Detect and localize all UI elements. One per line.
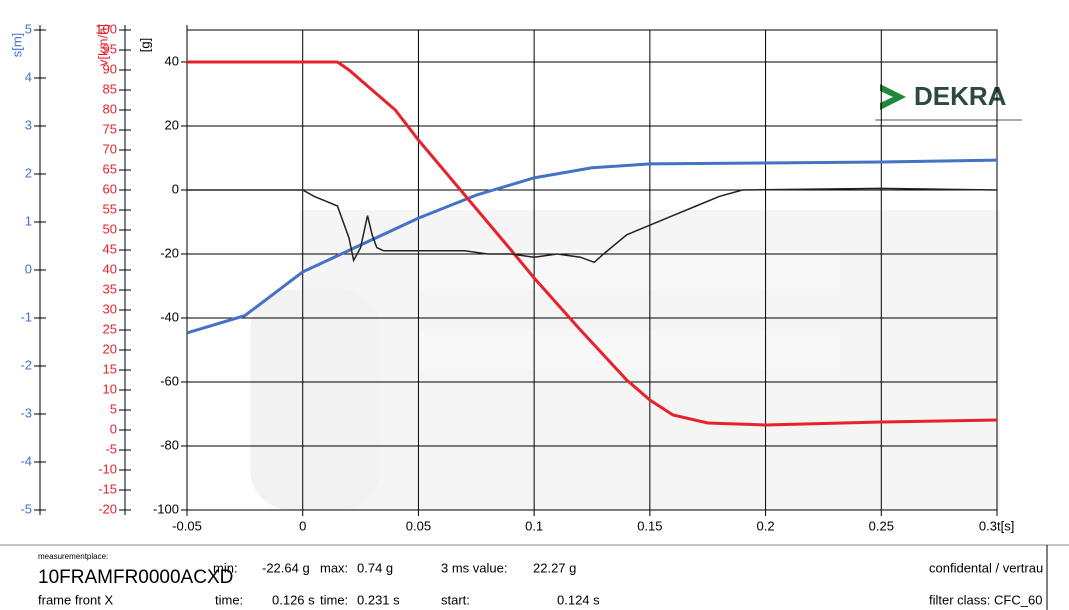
y-tick-label: -60 <box>160 373 179 388</box>
y-tick-label: 2 <box>25 165 32 180</box>
y-tick-label: 40 <box>103 261 117 276</box>
info-text: filter class: CFC_60 <box>929 592 1042 607</box>
chart: DEKRA -0.05 0 0.05 0.1 0.15 0.2 0.25 0.3t[s] -5 -… <box>0 0 1069 610</box>
info-text: time: <box>320 592 348 607</box>
x-tick-label: -0.05 <box>172 518 202 533</box>
x-axis-label: t[s] <box>997 518 1014 533</box>
y-tick-label: -80 <box>160 437 179 452</box>
info-text: -22.64 g <box>262 560 310 575</box>
y-tick-label: 5 <box>25 21 32 36</box>
y-tick-label: -5 <box>105 441 117 456</box>
info-text: 0.126 s <box>272 592 315 607</box>
x-tick-label: 0.15 <box>637 518 662 533</box>
info-text: start: <box>441 592 470 607</box>
page: {"chart_data": { "type": "line", "xlim":… <box>0 0 1069 610</box>
y-tick-label: 40 <box>165 53 179 68</box>
y-tick-label: 0 <box>25 261 32 276</box>
info-text: 10FRAMFR0000ACXD <box>38 567 233 588</box>
y-tick-label: 15 <box>103 361 117 376</box>
y-tick-label: 0 <box>110 421 117 436</box>
y-tick-label: -100 <box>153 501 179 516</box>
y-tick-label: 30 <box>103 301 117 316</box>
info-text: 22.27 g <box>533 560 576 575</box>
y-tick-label: -5 <box>20 501 32 516</box>
y-tick-label: 20 <box>165 117 179 132</box>
y-tick-label: 55 <box>103 201 117 216</box>
y-tick-label: 35 <box>103 281 117 296</box>
info-text: confidental / vertrau <box>929 560 1043 575</box>
y-tick-label: -40 <box>160 309 179 324</box>
logo-text: DEKRA <box>914 81 1007 111</box>
y-tick-label: 60 <box>103 181 117 196</box>
y-tick-label: 1 <box>25 213 32 228</box>
y-axis-label: [g] <box>137 38 152 52</box>
background-image <box>250 210 1000 510</box>
y-tick-label: -1 <box>20 309 32 324</box>
y-tick-label: -4 <box>20 453 32 468</box>
x-tick-label: 0.05 <box>406 518 431 533</box>
y-tick-label: -10 <box>98 461 117 476</box>
y-tick-label: -3 <box>20 405 32 420</box>
info-text: 0.231 s <box>357 592 400 607</box>
y-tick-label: 10 <box>103 381 117 396</box>
info-text: max: <box>320 560 348 575</box>
info-text: min: <box>213 560 238 575</box>
info-text: frame front X <box>38 592 113 607</box>
y-tick-label: 80 <box>103 101 117 116</box>
y-tick-label: 50 <box>103 221 117 236</box>
y-axis-label: v[km/h] <box>95 24 110 66</box>
info-text: 3 ms value: <box>441 560 507 575</box>
y-tick-label: 75 <box>103 121 117 136</box>
y-tick-label: -20 <box>98 501 117 516</box>
y-tick-label: 85 <box>103 81 117 96</box>
x-tick-label: 0.1 <box>525 518 543 533</box>
x-tick-label: 0.2 <box>757 518 775 533</box>
y-tick-label: 65 <box>103 161 117 176</box>
y-tick-label: 4 <box>25 69 32 84</box>
y-tick-label: 5 <box>110 401 117 416</box>
y-tick-label: -15 <box>98 481 117 496</box>
info-text: measurementplace: <box>38 552 108 561</box>
x-tick-label: 0.3 <box>979 518 997 533</box>
y-tick-label: 20 <box>103 341 117 356</box>
y-tick-label: 45 <box>103 241 117 256</box>
y-tick-label: 70 <box>103 141 117 156</box>
y-tick-label: 3 <box>25 117 32 132</box>
y-axis-label: s[m] <box>9 33 24 58</box>
x-tick-label: 0.25 <box>869 518 894 533</box>
x-tick-label: 0 <box>299 518 306 533</box>
info-text: 0.124 s <box>557 592 600 607</box>
info-text: time: <box>215 592 243 607</box>
y-tick-label: -2 <box>20 357 32 372</box>
y-tick-label: 0 <box>172 181 179 196</box>
y-tick-label: 25 <box>103 321 117 336</box>
y-tick-label: -20 <box>160 245 179 260</box>
info-text: 0.74 g <box>357 560 393 575</box>
